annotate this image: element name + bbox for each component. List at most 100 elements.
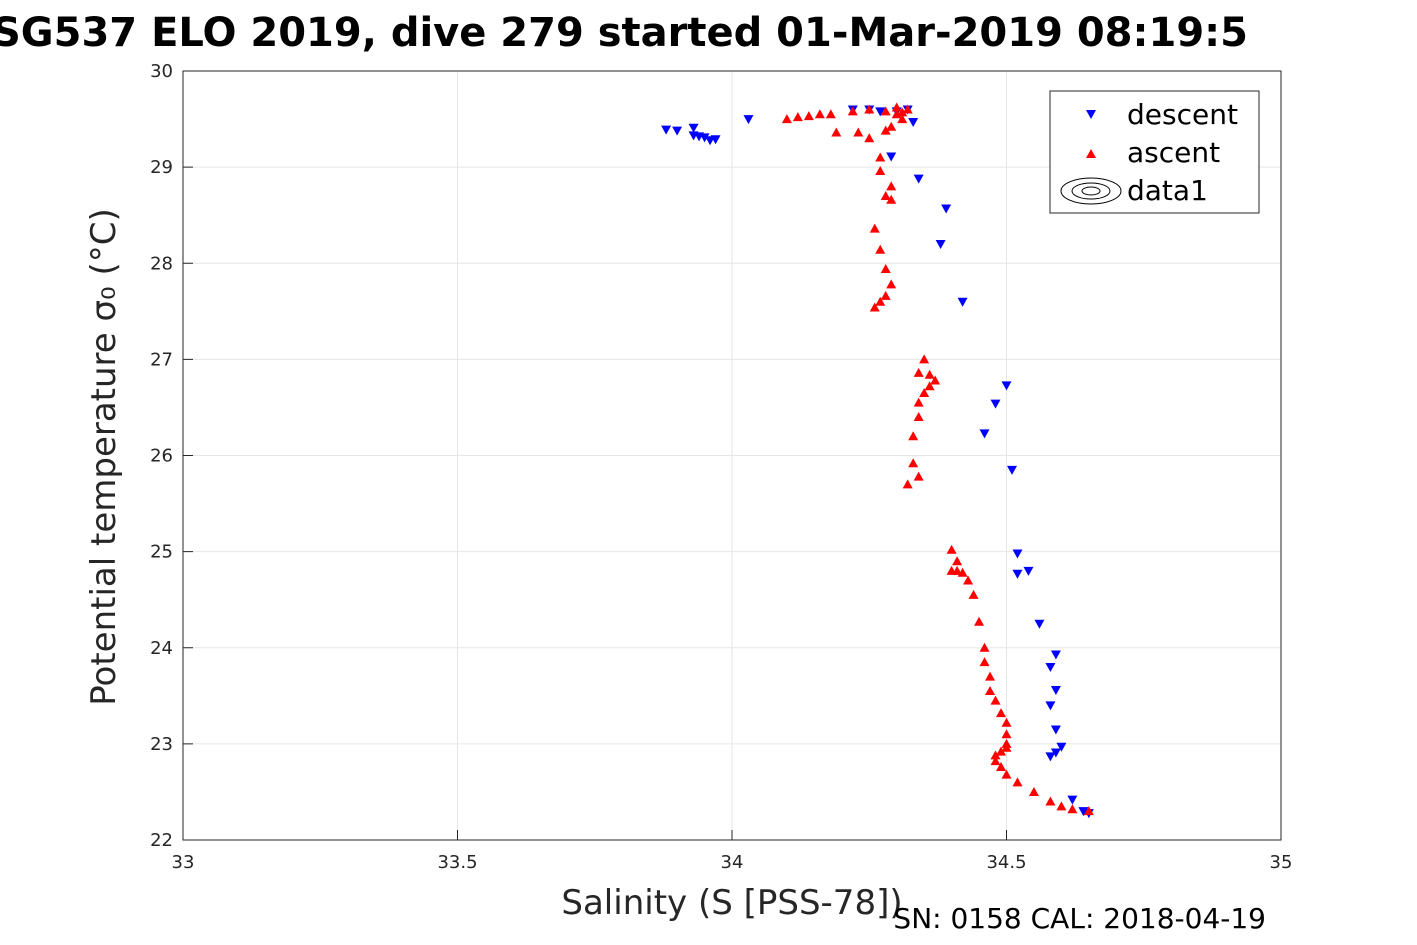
ascent-point [875, 244, 886, 254]
ascent-point [869, 223, 880, 233]
descent-point [1012, 549, 1023, 559]
ascent-point [814, 109, 825, 119]
ascent-point [886, 181, 897, 191]
ascent-point [1001, 738, 1012, 748]
ascent-point [781, 114, 792, 124]
ascent-point [853, 127, 864, 137]
ascent-point [1045, 796, 1056, 806]
descent-point [699, 133, 710, 143]
ascent-point [886, 194, 897, 204]
legend-descent-label: descent [1127, 98, 1238, 131]
ascent-point [803, 111, 814, 121]
descent-point [957, 297, 968, 307]
descent-point [1056, 742, 1067, 752]
ascent-point [1012, 777, 1023, 787]
ascent-point [864, 133, 875, 143]
ascent-point [968, 589, 979, 599]
ascent-point [913, 367, 924, 377]
legend-ascent-marker [1086, 149, 1096, 158]
ascent-point [930, 375, 941, 385]
descent-point [979, 429, 990, 439]
x-axis-label: Salinity (S [PSS-78]) [561, 883, 902, 923]
descent-point [672, 126, 683, 136]
ascent-point [880, 264, 891, 274]
descent-point [1034, 619, 1045, 629]
ascent-point [831, 127, 842, 137]
ascent-point [990, 756, 1001, 766]
ascent-point [985, 671, 996, 681]
ascent-point [996, 746, 1007, 756]
ascent-point [924, 369, 935, 379]
ascent-point [875, 152, 886, 162]
y-tick-label: 26 [150, 446, 173, 467]
y-tick-label: 23 [150, 734, 173, 755]
ascent-point [825, 109, 836, 119]
legend: descent ascent data1 [1049, 90, 1260, 214]
ascent-point [886, 279, 897, 289]
y-tick-label: 28 [150, 253, 173, 274]
ascent-point [1083, 806, 1094, 816]
legend-contour-icon [1060, 177, 1122, 205]
y-tick-label: 24 [150, 638, 173, 659]
ascent-point [1001, 769, 1012, 779]
ascent-point [897, 107, 908, 117]
ascent-point [1067, 804, 1078, 814]
ascent-point [946, 565, 957, 575]
ascent-point [974, 616, 985, 626]
ascent-point [908, 458, 919, 468]
ascent-point [897, 114, 908, 124]
ascent-point [869, 302, 880, 312]
x-tick-label: 34 [721, 852, 744, 873]
y-tick-label: 25 [150, 542, 173, 563]
x-tick-label: 35 [1270, 852, 1293, 873]
descent-point [1050, 650, 1061, 660]
descent-point [743, 115, 754, 125]
ascent-point [880, 106, 891, 116]
ascent-point [880, 190, 891, 200]
ascent-point [1028, 786, 1039, 796]
descent-point [941, 204, 952, 214]
y-tick-label: 30 [150, 61, 173, 82]
descent-point [875, 107, 886, 117]
descent-point [1023, 566, 1034, 576]
x-tick-label: 33.5 [437, 852, 477, 873]
legend-ascent-label: ascent [1127, 136, 1220, 169]
descent-point [1050, 748, 1061, 758]
descent-point [913, 174, 924, 184]
ascent-point [1056, 801, 1067, 811]
calibration-footer: SN: 0158 CAL: 2018-04-19 [893, 902, 1266, 935]
legend-data1-label: data1 [1127, 174, 1208, 207]
ascent-point [996, 761, 1007, 771]
descent-point [990, 399, 1001, 409]
ascent-point [985, 686, 996, 696]
y-axis-label: Potential temperature σ₀ (°C) [84, 208, 124, 706]
descent-point [1006, 465, 1017, 475]
x-tick-label: 33 [172, 852, 195, 873]
descent-point [908, 117, 919, 127]
legend-box [1049, 90, 1260, 214]
ascent-point [979, 642, 990, 652]
descent-point [1050, 686, 1061, 696]
ascent-point [990, 750, 1001, 760]
ascent-point [1001, 717, 1012, 727]
descent-point [1012, 569, 1023, 579]
descent-point [688, 123, 699, 133]
ascent-point [924, 381, 935, 391]
ascent-point [891, 102, 902, 112]
descent-point [1001, 381, 1012, 391]
x-axis-ticks: 33 33.5 34 34.5 35 [172, 830, 1293, 873]
ascent-point [913, 471, 924, 481]
ascent-point [902, 479, 913, 489]
x-tick-label: 34.5 [986, 852, 1026, 873]
ascent-point [864, 104, 875, 114]
ascent-series [781, 102, 1094, 816]
descent-point [886, 152, 897, 162]
y-tick-label: 29 [150, 157, 173, 178]
y-axis-ticks: 22 23 24 25 26 27 28 29 30 [150, 61, 193, 851]
legend-descent-marker [1086, 110, 1096, 119]
ascent-point [979, 657, 990, 667]
descent-point [710, 135, 721, 145]
chart-title: SG537 ELO 2019, dive 279 started 01-Mar-… [0, 10, 1248, 56]
ascent-point [908, 431, 919, 441]
ascent-point [875, 296, 886, 306]
